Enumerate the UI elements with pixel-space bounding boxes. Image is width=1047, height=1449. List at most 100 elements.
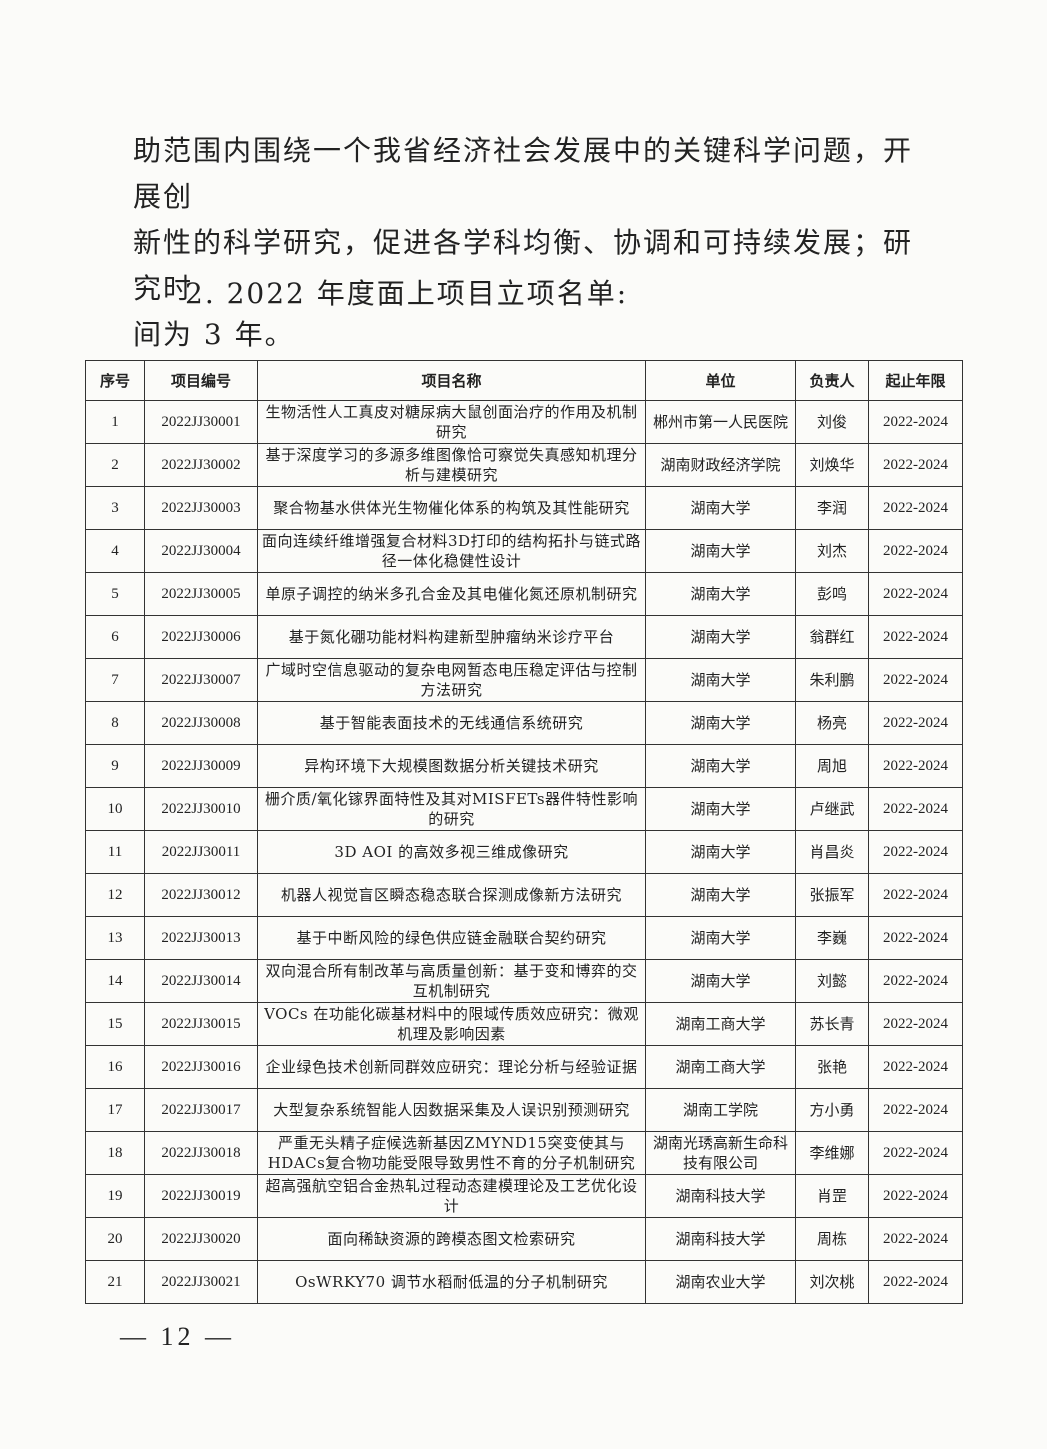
cell-code: 2022JJ30019 bbox=[144, 1174, 258, 1218]
cell-leader: 刘杰 bbox=[795, 529, 869, 573]
cell-unit: 湖南工商大学 bbox=[645, 1045, 796, 1089]
cell-leader: 李维娜 bbox=[795, 1131, 869, 1175]
cell-leader: 刘懿 bbox=[795, 959, 869, 1003]
cell-years: 2022-2024 bbox=[868, 916, 963, 960]
cell-project-name: 栅介质/氧化镓界面特性及其对MISFETs器件特性影响的研究 bbox=[257, 787, 646, 831]
cell-leader: 周旭 bbox=[795, 744, 869, 788]
cell-years: 2022-2024 bbox=[868, 1002, 963, 1046]
cell-index: 14 bbox=[85, 959, 145, 1003]
cell-unit: 湖南工商大学 bbox=[645, 1002, 796, 1046]
intro-line: 助范围内围绕一个我省经济社会发展中的关键科学问题，开展创 bbox=[133, 134, 914, 213]
cell-code: 2022JJ30014 bbox=[144, 959, 258, 1003]
cell-code: 2022JJ30004 bbox=[144, 529, 258, 573]
cell-index: 8 bbox=[85, 701, 145, 745]
cell-index: 15 bbox=[85, 1002, 145, 1046]
table-row: 18 2022JJ30018 严重无头精子症候选新基因ZMYND15突变使其与HDA… bbox=[85, 1131, 963, 1175]
cell-index: 6 bbox=[85, 615, 145, 659]
cell-index: 20 bbox=[85, 1217, 145, 1261]
header-unit: 单位 bbox=[645, 360, 796, 401]
cell-project-name: 面向连续纤维增强复合材料3D打印的结构拓扑与链式路径一体化稳健性设计 bbox=[257, 529, 646, 573]
cell-unit: 郴州市第一人民医院 bbox=[645, 400, 796, 444]
cell-code: 2022JJ30007 bbox=[144, 658, 258, 702]
cell-leader: 刘俊 bbox=[795, 400, 869, 444]
cell-code: 2022JJ30012 bbox=[144, 873, 258, 917]
cell-index: 11 bbox=[85, 830, 145, 874]
table-row: 7 2022JJ30007 广域时空信息驱动的复杂电网暂态电压稳定评估与控制方法研究… bbox=[85, 658, 963, 702]
intro-line: 新性的科学研究，促进各学科均衡、协调和可持续发展；研究时 bbox=[133, 226, 914, 305]
cell-unit: 湖南大学 bbox=[645, 486, 796, 530]
cell-code: 2022JJ30021 bbox=[144, 1260, 258, 1304]
cell-unit: 湖南大学 bbox=[645, 701, 796, 745]
cell-unit: 湖南财政经济学院 bbox=[645, 443, 796, 487]
cell-unit: 湖南科技大学 bbox=[645, 1217, 796, 1261]
cell-unit: 湖南农业大学 bbox=[645, 1260, 796, 1304]
cell-project-name: 企业绿色技术创新同群效应研究：理论分析与经验证据 bbox=[257, 1045, 646, 1089]
cell-index: 19 bbox=[85, 1174, 145, 1218]
cell-leader: 卢继武 bbox=[795, 787, 869, 831]
table-row: 20 2022JJ30020 面向稀缺资源的跨模态图文检索研究 湖南科技大学 周栋 202… bbox=[85, 1217, 963, 1261]
cell-leader: 苏长青 bbox=[795, 1002, 869, 1046]
cell-years: 2022-2024 bbox=[868, 787, 963, 831]
cell-project-name: 广域时空信息驱动的复杂电网暂态电压稳定评估与控制方法研究 bbox=[257, 658, 646, 702]
cell-unit: 湖南光琇高新生命科技有限公司 bbox=[645, 1131, 796, 1175]
table-row: 11 2022JJ30011 3D AOI 的高效多视三维成像研究 湖南大学 肖昌炎 20… bbox=[85, 830, 963, 874]
cell-leader: 刘焕华 bbox=[795, 443, 869, 487]
cell-code: 2022JJ30016 bbox=[144, 1045, 258, 1089]
cell-project-name: 基于深度学习的多源多维图像恰可察觉失真感知机理分析与建模研究 bbox=[257, 443, 646, 487]
cell-years: 2022-2024 bbox=[868, 1174, 963, 1218]
cell-leader: 肖罡 bbox=[795, 1174, 869, 1218]
cell-project-name: 超高强航空铝合金热轧过程动态建模理论及工艺优化设计 bbox=[257, 1174, 646, 1218]
cell-project-name: 面向稀缺资源的跨模态图文检索研究 bbox=[257, 1217, 646, 1261]
table-row: 5 2022JJ30005 单原子调控的纳米多孔合金及其电催化氮还原机制研究 湖南大学… bbox=[85, 572, 963, 616]
cell-index: 3 bbox=[85, 486, 145, 530]
cell-code: 2022JJ30001 bbox=[144, 400, 258, 444]
cell-unit: 湖南大学 bbox=[645, 787, 796, 831]
cell-years: 2022-2024 bbox=[868, 1045, 963, 1089]
cell-project-name: VOCs 在功能化碳基材料中的限域传质效应研究：微观机理及影响因素 bbox=[257, 1002, 646, 1046]
cell-leader: 朱利鹏 bbox=[795, 658, 869, 702]
cell-leader: 翁群红 bbox=[795, 615, 869, 659]
cell-index: 7 bbox=[85, 658, 145, 702]
cell-years: 2022-2024 bbox=[868, 1088, 963, 1132]
cell-index: 5 bbox=[85, 572, 145, 616]
header-years: 起止年限 bbox=[868, 360, 963, 401]
cell-years: 2022-2024 bbox=[868, 400, 963, 444]
cell-leader: 肖昌炎 bbox=[795, 830, 869, 874]
cell-code: 2022JJ30003 bbox=[144, 486, 258, 530]
intro-line: 间为 3 年。 bbox=[133, 318, 295, 351]
cell-unit: 湖南大学 bbox=[645, 830, 796, 874]
cell-index: 18 bbox=[85, 1131, 145, 1175]
table-row: 13 2022JJ30013 基于中断风险的绿色供应链金融联合契约研究 湖南大学 李巍 2… bbox=[85, 916, 963, 960]
table-row: 12 2022JJ30012 机器人视觉盲区瞬态稳态联合探测成像新方法研究 湖南大学张… bbox=[85, 873, 963, 917]
cell-index: 12 bbox=[85, 873, 145, 917]
cell-unit: 湖南科技大学 bbox=[645, 1174, 796, 1218]
header-name: 项目名称 bbox=[257, 360, 646, 401]
cell-code: 2022JJ30010 bbox=[144, 787, 258, 831]
section-title: 2. 2022 年度面上项目立项名单: bbox=[185, 277, 629, 310]
cell-code: 2022JJ30018 bbox=[144, 1131, 258, 1175]
intro-paragraph: 助范围内围绕一个我省经济社会发展中的关键科学问题，开展创 新性的科学研究，促进各… bbox=[133, 128, 933, 358]
cell-index: 10 bbox=[85, 787, 145, 831]
cell-years: 2022-2024 bbox=[868, 615, 963, 659]
cell-project-name: 单原子调控的纳米多孔合金及其电催化氮还原机制研究 bbox=[257, 572, 646, 616]
table-row: 10 2022JJ30010 栅介质/氧化镓界面特性及其对MISFETs器件特性影响… bbox=[85, 787, 963, 831]
cell-unit: 湖南工学院 bbox=[645, 1088, 796, 1132]
cell-years: 2022-2024 bbox=[868, 529, 963, 573]
cell-years: 2022-2024 bbox=[868, 830, 963, 874]
cell-unit: 湖南大学 bbox=[645, 529, 796, 573]
cell-code: 2022JJ30008 bbox=[144, 701, 258, 745]
cell-project-name: 机器人视觉盲区瞬态稳态联合探测成像新方法研究 bbox=[257, 873, 646, 917]
cell-leader: 刘次桃 bbox=[795, 1260, 869, 1304]
table-row: 8 2022JJ30008 基于智能表面技术的无线通信系统研究 湖南大学 杨亮 2022-… bbox=[85, 701, 963, 745]
cell-unit: 湖南大学 bbox=[645, 873, 796, 917]
cell-leader: 张艳 bbox=[795, 1045, 869, 1089]
cell-years: 2022-2024 bbox=[868, 443, 963, 487]
table-row: 19 2022JJ30019 超高强航空铝合金热轧过程动态建模理论及工艺优化设计 湖南… bbox=[85, 1174, 963, 1218]
cell-years: 2022-2024 bbox=[868, 744, 963, 788]
cell-years: 2022-2024 bbox=[868, 959, 963, 1003]
cell-leader: 张振军 bbox=[795, 873, 869, 917]
page-number: — 12 — bbox=[120, 1322, 235, 1351]
table-row: 4 2022JJ30004 面向连续纤维增强复合材料3D打印的结构拓扑与链式路径一体… bbox=[85, 529, 963, 573]
cell-index: 13 bbox=[85, 916, 145, 960]
